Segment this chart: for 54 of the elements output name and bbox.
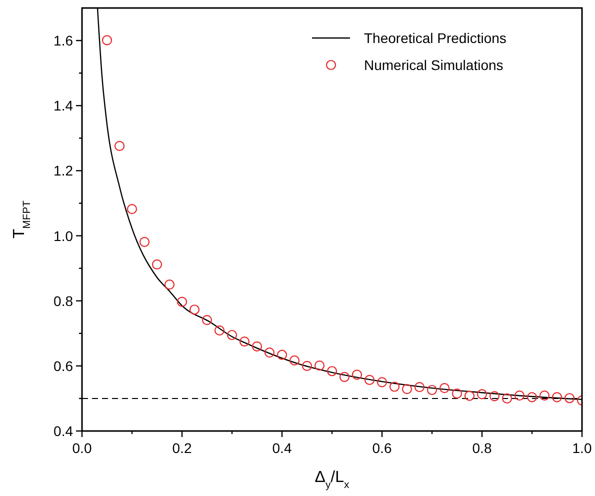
y-tick-label: 1.4 — [54, 98, 74, 114]
point — [489, 391, 500, 402]
x-tick-label: 1.0 — [572, 440, 592, 456]
point — [326, 366, 338, 376]
point — [214, 325, 225, 336]
point — [439, 383, 450, 394]
point — [164, 280, 175, 290]
legend-label: Theoretical Predictions — [364, 30, 506, 46]
point — [139, 236, 150, 247]
point — [389, 382, 400, 392]
point — [476, 389, 488, 400]
point — [376, 377, 388, 388]
point — [239, 336, 250, 347]
point — [514, 390, 525, 401]
point — [452, 388, 462, 399]
point — [314, 360, 325, 371]
y-tick-label: 1.0 — [54, 228, 74, 244]
point — [176, 296, 188, 307]
point — [426, 384, 438, 396]
point — [502, 393, 512, 404]
point — [364, 374, 375, 385]
point — [152, 259, 162, 270]
y-tick-label: 0.6 — [54, 358, 74, 374]
point — [414, 382, 425, 392]
point — [126, 204, 138, 214]
point — [252, 341, 262, 352]
point — [289, 355, 300, 366]
point — [302, 360, 312, 371]
x-tick-label: 0.0 — [72, 440, 92, 456]
point — [189, 304, 200, 315]
point — [352, 370, 362, 380]
y-tick-label: 0.4 — [54, 423, 74, 439]
y-tick-label: 0.8 — [54, 292, 74, 309]
point — [202, 314, 212, 326]
x-tick-label: 0.6 — [372, 440, 392, 456]
point — [526, 392, 538, 402]
x-axis-title: Δ$_{y}$/L$_{x}$ — [314, 469, 350, 490]
point — [114, 140, 125, 152]
y-tick-label: 1.2 — [54, 162, 74, 179]
point — [539, 390, 550, 401]
point — [339, 372, 350, 382]
point — [264, 348, 275, 358]
legend-label: Numerical Simulations — [364, 57, 504, 73]
point — [276, 350, 288, 360]
y-tick-label: 1.6 — [54, 32, 74, 49]
point — [102, 35, 112, 46]
point — [402, 384, 412, 394]
x-tick-label: 0.4 — [272, 440, 292, 456]
point — [552, 392, 562, 402]
point — [464, 390, 475, 401]
point — [226, 330, 238, 340]
x-tick-label: 0.8 — [472, 440, 492, 456]
x-tick-label: 0.2 — [172, 440, 192, 456]
point — [564, 393, 575, 404]
